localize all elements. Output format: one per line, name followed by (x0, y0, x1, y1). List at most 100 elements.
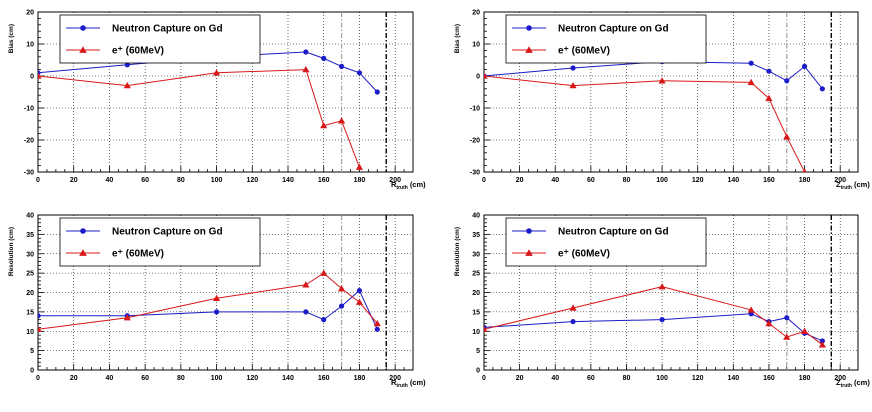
data-point-circle (801, 63, 808, 69)
x-axis-label-unit: (cm) (854, 180, 870, 189)
x-tick-label: 140 (282, 375, 294, 382)
chart-panel-1: 0 20 40 60 80 100 120 140 160 180 200 -30 -20 -10 0 10 2… (8, 10, 426, 192)
y-tick-label: 15 (472, 309, 480, 316)
x-tick-label: 40 (551, 177, 559, 184)
x-tick-label: 120 (246, 177, 258, 184)
legend-marker-triangle (79, 46, 87, 53)
x-tick-label: 20 (516, 177, 524, 184)
y-axis-label: Bias (cm) (454, 24, 461, 53)
y-tick-label: 5 (476, 348, 480, 355)
data-point-triangle (569, 82, 577, 89)
y-tick-label: 30 (26, 251, 34, 258)
y-tick-label: 35 (26, 232, 34, 239)
y-tick-label: 25 (472, 271, 480, 278)
y-tick-label: 20 (472, 10, 480, 17)
y-tick-label: 5 (30, 348, 34, 355)
y-tick-label: 20 (472, 290, 480, 297)
x-tick-label: 80 (177, 375, 185, 382)
chart-panel-3: 0 20 40 60 80 100 120 140 160 180 200 0 5 10 15 20 25 30 3… (8, 213, 426, 390)
x-tick-label: 200 (834, 375, 846, 382)
series-positron (484, 283, 826, 348)
x-tick-label: 160 (763, 177, 775, 184)
x-tick-label: 140 (282, 177, 294, 184)
series-line-neutron (484, 313, 823, 342)
data-point-triangle (123, 314, 131, 321)
y-tick-label: 40 (472, 213, 480, 220)
x-tick-label: 40 (106, 177, 114, 184)
series-positron (38, 66, 364, 170)
x-axis-label: Rtruth (cm) (391, 180, 426, 191)
data-point-circle (338, 303, 345, 309)
y-tick-label: 0 (476, 368, 480, 375)
x-tick-label: 160 (763, 375, 775, 382)
series-line-positron (38, 272, 378, 330)
x-axis-label-unit: (cm) (410, 378, 426, 387)
data-point-triangle (658, 77, 666, 84)
y-tick-label: 10 (26, 42, 34, 49)
x-axis-label-sub: truth (396, 383, 407, 389)
x-tick-label: 80 (623, 375, 631, 382)
y-tick-label: 25 (26, 271, 34, 278)
y-axis-label: Resolution (cm) (454, 227, 461, 276)
data-point-triangle (658, 283, 666, 290)
data-point-triangle (302, 281, 310, 288)
data-point-triangle (747, 78, 755, 86)
x-tick-label: 60 (141, 177, 149, 184)
series-positron (484, 72, 807, 172)
x-tick-label: 100 (656, 177, 668, 184)
data-point-circle (213, 309, 220, 315)
legend-marker-circle (80, 25, 86, 31)
y-tick-label: 15 (26, 309, 34, 316)
legend-box (59, 217, 261, 267)
series-line-neutron (38, 51, 378, 93)
x-tick-label: 100 (211, 177, 223, 184)
data-point-circle (570, 65, 576, 71)
series-neutron (38, 49, 380, 95)
data-point-triangle (818, 341, 826, 348)
x-tick-label: 80 (623, 177, 631, 184)
x-tick-label: 20 (70, 177, 78, 184)
y-tick-label: 0 (30, 368, 34, 375)
data-point-circle (356, 287, 363, 294)
legend: Neutron Capture on Gd e⁺ (60MeV) (59, 217, 261, 267)
data-point-triangle (337, 117, 346, 124)
x-tick-label: 140 (727, 177, 739, 184)
y-tick-label: -30 (24, 170, 34, 177)
data-point-circle (338, 63, 345, 69)
data-point-triangle (212, 69, 221, 76)
data-point-circle (374, 89, 380, 95)
legend-label: e⁺ (60MeV) (112, 46, 164, 57)
data-point-triangle (38, 325, 42, 333)
x-tick-label: 140 (727, 375, 739, 382)
y-axis-label: Resolution (cm) (8, 227, 15, 276)
legend-marker-circle (526, 228, 532, 234)
x-tick-label: 40 (106, 375, 114, 382)
x-tick-label: 60 (587, 375, 595, 382)
data-point-circle (819, 86, 825, 92)
x-axis-label-sub: truth (396, 185, 407, 191)
legend-label: Neutron Capture on Gd (558, 24, 669, 35)
data-point-circle (659, 317, 665, 323)
data-point-triangle (765, 94, 773, 102)
data-point-circle (321, 55, 327, 62)
series-line-neutron (38, 289, 378, 330)
x-tick-label: 180 (799, 375, 811, 382)
series-line-neutron (484, 61, 823, 90)
x-tick-label: 0 (482, 177, 486, 184)
legend-box (59, 14, 261, 64)
y-tick-label: -20 (24, 138, 34, 145)
legend-label: e⁺ (60MeV) (558, 249, 610, 260)
y-tick-label: 40 (26, 213, 34, 220)
x-tick-label: 20 (516, 375, 524, 382)
legend-marker-circle (526, 25, 532, 31)
x-tick-label: 20 (70, 375, 78, 382)
y-axis-label: Bias (cm) (8, 24, 15, 53)
data-point-circle (748, 60, 754, 66)
data-point-triangle (355, 298, 364, 305)
y-tick-label: 10 (26, 329, 34, 336)
legend: Neutron Capture on Gd e⁺ (60MeV) (505, 14, 707, 64)
x-axis-label-sub: truth (841, 383, 852, 389)
y-tick-label: 0 (476, 74, 480, 81)
y-tick-label: 20 (26, 290, 34, 297)
